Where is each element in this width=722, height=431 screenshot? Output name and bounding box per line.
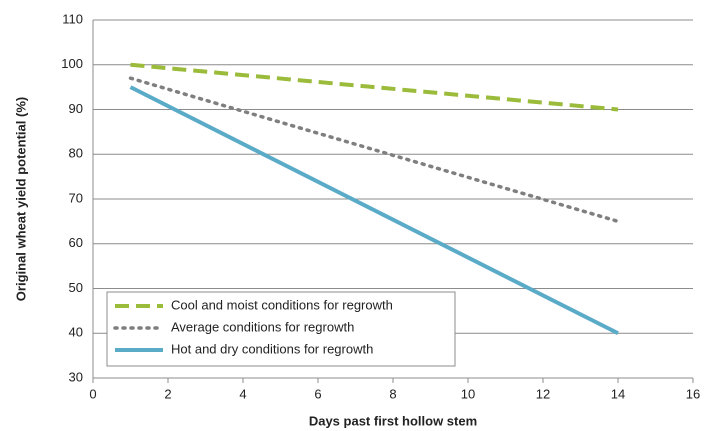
y-tick-label: 100 <box>61 56 83 71</box>
x-tick-label: 8 <box>389 386 396 401</box>
y-tick-label: 70 <box>69 190 83 205</box>
legend-label: Average conditions for regrowth <box>171 319 354 334</box>
y-tick-label: 30 <box>69 369 83 384</box>
x-tick-label: 2 <box>164 386 171 401</box>
x-tick-label: 4 <box>239 386 246 401</box>
legend-box <box>106 291 456 367</box>
data-line <box>128 76 620 224</box>
x-tick-label: 12 <box>536 386 550 401</box>
x-tick-label: 10 <box>461 386 475 401</box>
x-tick-label: 16 <box>686 386 700 401</box>
y-tick-label: 50 <box>69 280 83 295</box>
data-line <box>129 85 619 336</box>
x-tick-label: 14 <box>611 386 625 401</box>
y-tick-label: 40 <box>69 325 83 340</box>
legend: Cool and moist conditions for regrowth Av… <box>106 291 456 367</box>
legend-label: Hot and dry conditions for regrowth <box>171 341 373 356</box>
x-tick-label: 6 <box>314 386 321 401</box>
y-tick-label: 90 <box>69 101 83 116</box>
y-tick-label: 80 <box>69 146 83 161</box>
data-line <box>130 62 619 112</box>
y-axis-title: Original wheat yield potential (%) <box>13 97 28 301</box>
x-tick-label: 0 <box>89 386 96 401</box>
y-tick-label: 60 <box>69 235 83 250</box>
legend-label: Cool and moist conditions for regrowth <box>171 297 393 312</box>
x-axis-title: Days past first hollow stem <box>309 413 477 428</box>
y-tick-label: 110 <box>62 11 83 26</box>
